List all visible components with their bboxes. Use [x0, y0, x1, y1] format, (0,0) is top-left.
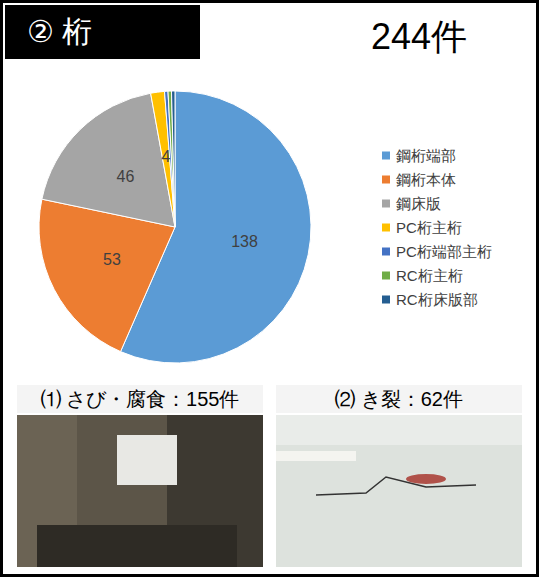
svg-text:138: 138: [231, 233, 258, 250]
svg-text:RC桁床版部: RC桁床版部: [396, 291, 478, 308]
html-text:⑴ さび・腐食：155件: ⑴ さび・腐食：155件: [40, 388, 240, 410]
html-text:⑵ き裂：62件: ⑵ き裂：62件: [335, 388, 463, 410]
svg-text:鋼桁本体: 鋼桁本体: [396, 171, 456, 188]
html-text:244件: 244件: [371, 16, 468, 57]
svg-text:46: 46: [117, 168, 135, 185]
svg-text:PC桁主桁: PC桁主桁: [396, 219, 462, 236]
svg-text:鋼床版: 鋼床版: [396, 195, 441, 212]
svg-text:鋼桁端部: 鋼桁端部: [396, 147, 456, 164]
svg-text:53: 53: [103, 251, 121, 268]
svg-text:RC桁主桁: RC桁主桁: [396, 267, 463, 284]
svg-text:PC桁端部主桁: PC桁端部主桁: [396, 243, 492, 260]
svg-text:4: 4: [161, 148, 170, 165]
html-text:② 桁: ② 桁: [27, 15, 93, 48]
